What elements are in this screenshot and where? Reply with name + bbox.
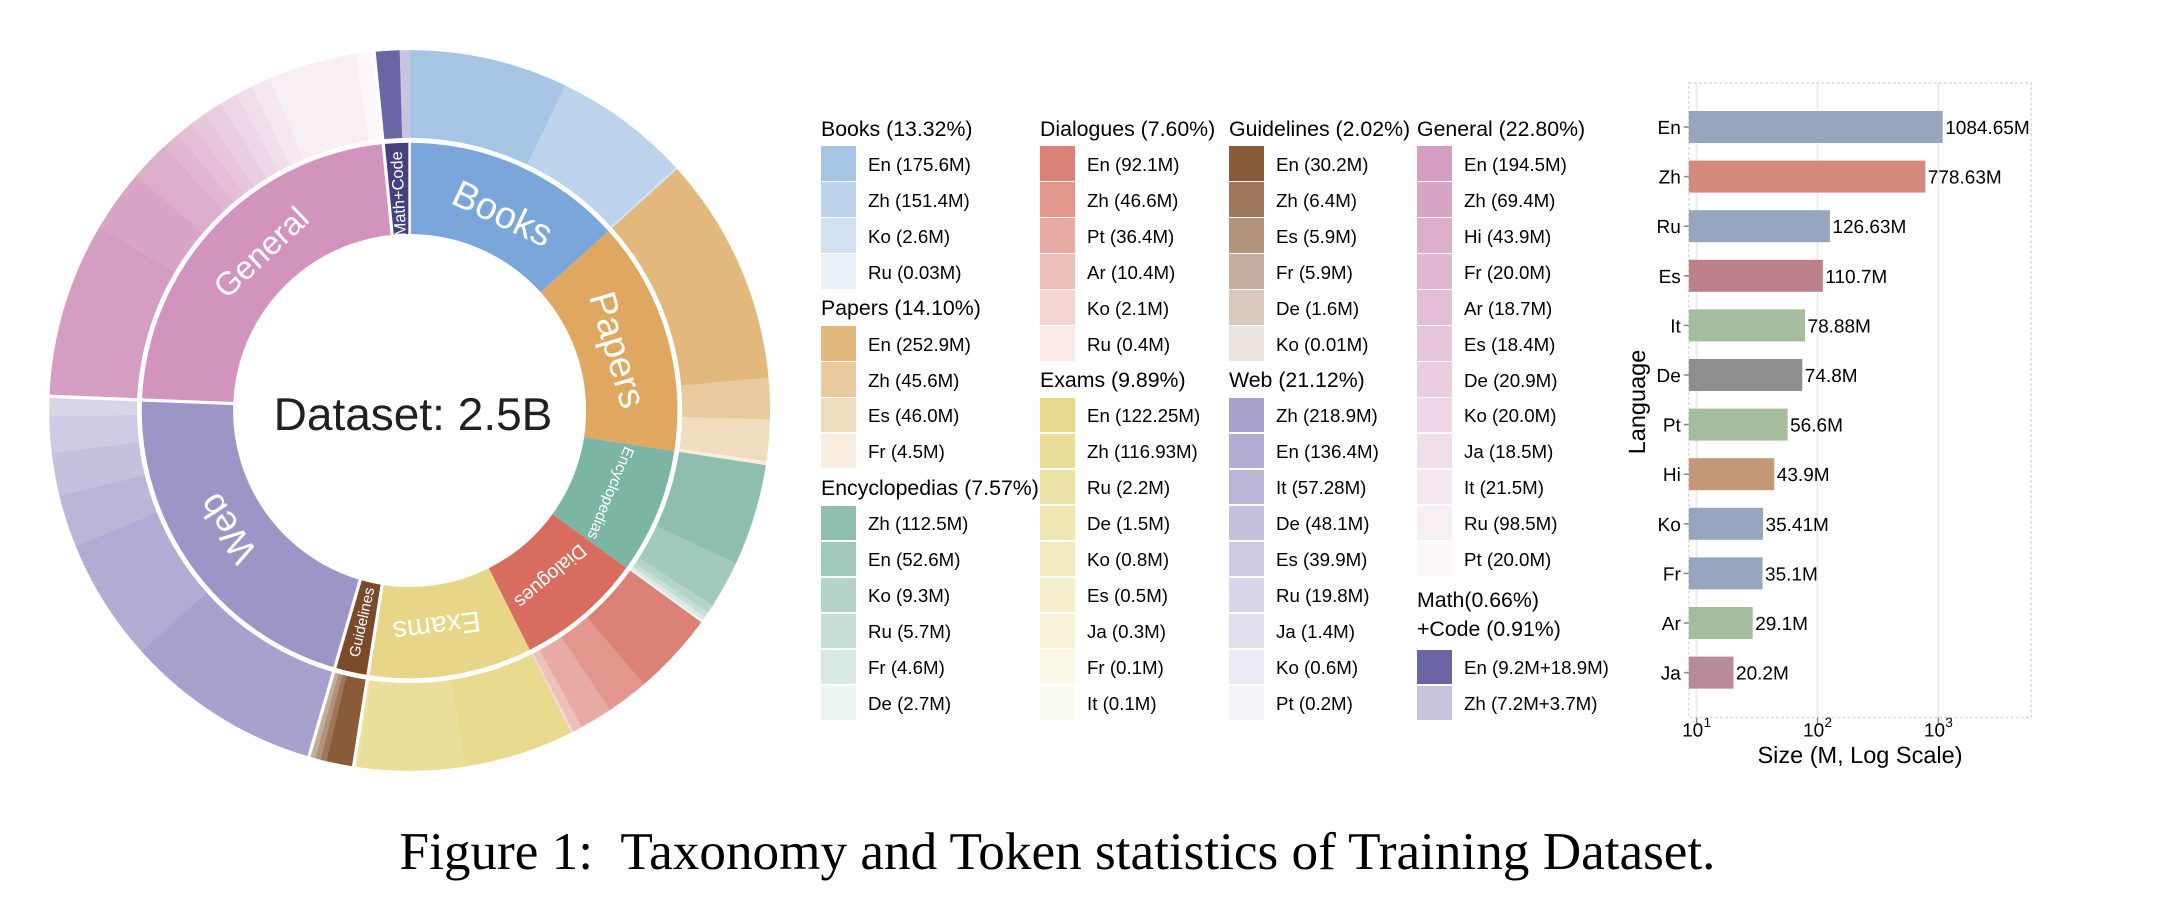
svg-text:Ru: Ru	[1657, 217, 1681, 238]
svg-text:Zh: Zh	[1659, 168, 1681, 189]
svg-text:43.9M: 43.9M	[1777, 465, 1830, 486]
svg-text:35.1M: 35.1M	[1765, 564, 1818, 585]
svg-text:Fr: Fr	[1663, 564, 1682, 585]
svg-text:Math+Code: Math+Code	[388, 151, 410, 237]
svg-text:10: 10	[1803, 721, 1824, 742]
svg-text:3: 3	[1945, 715, 1953, 730]
svg-text:Ko: Ko	[1658, 515, 1681, 536]
svg-text:En: En	[1658, 118, 1681, 139]
svg-text:20.2M: 20.2M	[1736, 664, 1789, 685]
svg-text:10: 10	[1924, 721, 1945, 742]
svg-text:Language: Language	[1624, 350, 1650, 455]
svg-text:56.6M: 56.6M	[1790, 416, 1843, 437]
svg-text:35.41M: 35.41M	[1766, 515, 1829, 536]
svg-text:2: 2	[1825, 715, 1833, 730]
svg-text:110.7M: 110.7M	[1825, 267, 1887, 288]
svg-text:Ar: Ar	[1662, 614, 1682, 635]
svg-text:1: 1	[1704, 715, 1712, 730]
svg-text:Es: Es	[1659, 267, 1681, 288]
svg-text:Size (M, Log Scale): Size (M, Log Scale)	[1757, 742, 1962, 768]
svg-text:1084.65M: 1084.65M	[1945, 118, 2030, 139]
svg-text:126.63M: 126.63M	[1832, 217, 1906, 238]
svg-text:74.8M: 74.8M	[1805, 366, 1858, 387]
svg-text:29.1M: 29.1M	[1755, 614, 1808, 635]
svg-text:Pt: Pt	[1663, 416, 1682, 437]
svg-text:Dataset: 2.5B: Dataset: 2.5B	[274, 388, 553, 440]
svg-text:It: It	[1670, 316, 1681, 337]
svg-text:778.63M: 778.63M	[1928, 168, 2002, 189]
svg-text:De: De	[1657, 366, 1681, 387]
svg-text:78.88M: 78.88M	[1808, 316, 1871, 337]
svg-text:Ja: Ja	[1661, 664, 1682, 685]
svg-text:Hi: Hi	[1663, 465, 1681, 486]
svg-text:10: 10	[1682, 721, 1703, 742]
